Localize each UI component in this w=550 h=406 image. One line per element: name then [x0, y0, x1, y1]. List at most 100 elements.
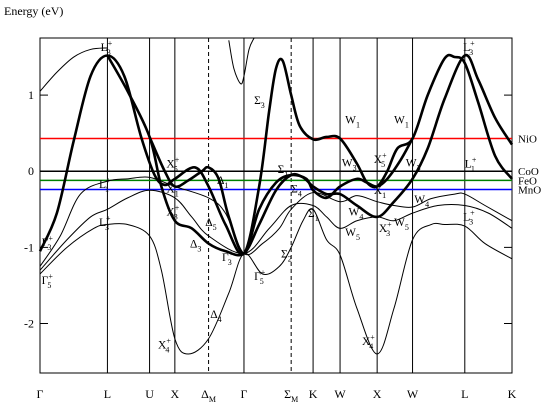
y-tick-label: -2: [24, 317, 34, 331]
band-line: [39, 176, 513, 267]
label-subscript: 1: [356, 120, 360, 129]
symmetry-label: Γ+ 5: [254, 268, 266, 286]
label-superscript: +: [382, 151, 387, 160]
symmetry-label: Σ3: [254, 95, 265, 110]
point-labels: L+ 3 Σ3 X+ 5 Δ1 L+ 1 X1 X+ 3 Δ5 L+ 3 Δ3 Γ+ 3 Γ+ 5 Γ+ 3 Γ+ 5 Δ4 X…: [42, 39, 477, 355]
symmetry-label: L+ 3: [463, 39, 475, 57]
label-subscript: 5: [356, 233, 360, 242]
symmetry-label: X+ 3: [379, 220, 392, 238]
label-superscript: +: [261, 268, 266, 277]
symmetry-label: X+ 5: [166, 155, 179, 173]
symmetry-label: Γ+ 3: [222, 249, 234, 267]
x-tick-label: Γ: [37, 387, 44, 401]
label-superscript: +: [108, 39, 113, 48]
symmetry-label: X+ 5: [374, 151, 387, 169]
symmetry-label: Σ4: [291, 184, 302, 199]
label-subscript: 4: [425, 200, 429, 209]
label-subscript: 3: [469, 218, 473, 227]
label-subscript: 3: [261, 101, 265, 110]
y-tick-label: -1: [24, 240, 34, 254]
label-superscript: +: [472, 155, 477, 164]
band-line: [148, 136, 414, 255]
symmetry-label: L+ 3: [101, 39, 113, 57]
reference-line-label: MnO: [518, 185, 541, 197]
band-line: [106, 53, 514, 257]
label-superscript: +: [175, 155, 180, 164]
band-line: [39, 47, 108, 92]
label-subscript: 5: [405, 223, 409, 232]
symmetry-label: Δ5: [205, 217, 216, 232]
label-subscript: 1: [284, 170, 288, 179]
label-superscript: +: [166, 337, 171, 346]
x-tick-label: K: [508, 387, 517, 401]
x-tick-label: ΔM: [201, 387, 216, 404]
axes: -2 -1 0 1 Γ L U X ΔM Γ ΣM K W X W L K: [24, 88, 517, 404]
label-subscript: 1: [405, 120, 409, 129]
label-subscript: 1: [315, 214, 319, 223]
label-superscript: +: [48, 272, 53, 281]
label-subscript: 5: [213, 223, 217, 232]
symmetry-label: Σ2: [281, 248, 292, 263]
label-subscript: 3: [469, 48, 473, 57]
label-superscript: +: [229, 249, 234, 258]
x-tick-label: L: [104, 387, 111, 401]
label-subscript: 5: [174, 164, 178, 173]
label-subscript: 1: [224, 181, 228, 190]
symmetry-label: W1: [394, 114, 409, 129]
x-tick-label: X: [373, 387, 382, 401]
label-superscript: +: [470, 39, 475, 48]
label-subscript: 4: [298, 190, 302, 199]
band-lines: [38, 37, 514, 355]
label-superscript: +: [387, 220, 392, 229]
x-tick-label: K: [309, 387, 318, 401]
symmetry-label: Δ4: [210, 309, 221, 324]
symmetry-label: Σ1: [278, 164, 289, 179]
label-subscript: 1: [175, 190, 179, 199]
band-line: [38, 53, 514, 256]
symmetry-label: Γ+ 3: [42, 234, 54, 252]
symmetry-label: Γ+ 5: [42, 272, 54, 290]
label-subscript: 3: [107, 48, 111, 57]
label-subscript: 4: [359, 212, 363, 221]
symmetry-label: Δ1: [217, 175, 228, 190]
x-tick-subscript: M: [291, 395, 298, 404]
x-tick-label: U: [145, 387, 154, 401]
plot-frame: [39, 37, 513, 374]
label-subscript: 1: [105, 185, 109, 194]
x-tick-label: ΣM: [284, 387, 298, 404]
label-subscript: 3: [228, 258, 232, 267]
symmetry-label: L+ 1: [99, 176, 111, 194]
label-subscript: 3: [105, 223, 109, 232]
band-line: [39, 208, 513, 355]
y-tick-label: 0: [28, 164, 34, 178]
reference-line-label: NiO: [518, 134, 537, 146]
symmetry-label: Σ1: [308, 208, 319, 223]
symmetry-label: L+ 3: [99, 214, 111, 232]
band-line: [39, 189, 513, 271]
label-subscript: 4: [165, 346, 169, 355]
label-subscript: 2: [288, 254, 292, 263]
label-superscript: +: [470, 209, 475, 218]
label-subscript: 4: [369, 342, 373, 351]
band-line: [228, 37, 255, 85]
y-tick-label: 1: [28, 88, 34, 102]
label-subscript: 5: [381, 160, 385, 169]
label-subscript: 1: [471, 164, 475, 173]
x-tick-label: L: [461, 387, 468, 401]
label-subscript: 3: [353, 164, 357, 173]
label-superscript: +: [106, 214, 111, 223]
label-subscript: 4: [218, 315, 222, 324]
label-subscript: 1: [382, 191, 386, 200]
label-subscript: 3: [386, 229, 390, 238]
x-tick-label: X: [171, 387, 180, 401]
label-subscript: 3: [174, 212, 178, 221]
symmetry-label: W4: [414, 194, 429, 209]
symmetry-label: X+ 3: [166, 203, 179, 221]
symmetry-label: W5: [345, 227, 360, 242]
plot-border: [39, 37, 513, 374]
symmetry-label: Δ3: [190, 238, 201, 253]
label-subscript: 3: [47, 243, 51, 252]
symmetry-label: W1: [345, 114, 360, 129]
